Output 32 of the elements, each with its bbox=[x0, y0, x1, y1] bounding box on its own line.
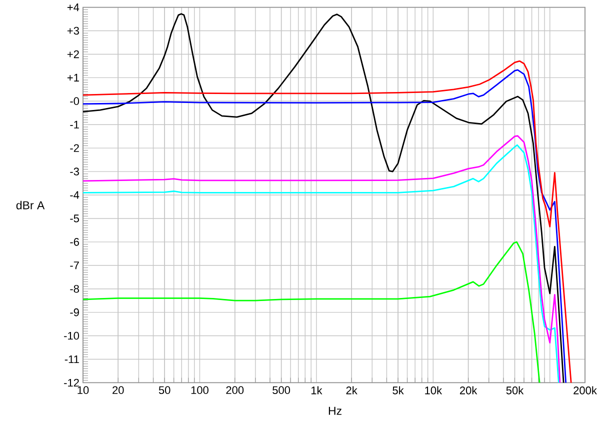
y-tick-label: -3 bbox=[70, 168, 79, 176]
x-tick-label: 1k bbox=[311, 386, 322, 394]
x-tick-label: 500 bbox=[272, 386, 290, 394]
y-tick-label: -1 bbox=[70, 120, 79, 128]
x-tick-label: 50 bbox=[158, 386, 170, 394]
x-tick-label: 50k bbox=[506, 386, 524, 394]
y-tick-label: +1 bbox=[67, 74, 79, 82]
y-tick-label: -0 bbox=[70, 97, 80, 106]
y-tick-label: -8 bbox=[70, 284, 79, 293]
x-tick-label: 10k bbox=[425, 386, 442, 394]
x-tick-label: 100 bbox=[191, 386, 208, 394]
y-tick-label: -6 bbox=[70, 238, 79, 246]
y-tick-label: -2 bbox=[70, 144, 79, 152]
y-tick-label: -9 bbox=[70, 308, 79, 316]
x-axis-title: Hz bbox=[328, 406, 342, 415]
x-tick-label: 20 bbox=[112, 386, 124, 394]
x-tick-label: 5k bbox=[392, 386, 404, 394]
y-tick-label: +2 bbox=[67, 50, 79, 58]
y-tick-label: +3 bbox=[67, 26, 79, 35]
y-tick-label: -10 bbox=[64, 332, 80, 340]
y-tick-label: -12 bbox=[64, 378, 79, 387]
y-tick-label: -4 bbox=[70, 191, 80, 199]
x-tick-label: 200 bbox=[226, 386, 244, 394]
x-tick-label: 200k bbox=[574, 386, 597, 394]
y-tick-label: -11 bbox=[64, 355, 79, 364]
y-tick-label: -5 bbox=[70, 214, 79, 222]
y-tick-label: -7 bbox=[70, 262, 79, 270]
x-tick-label: 10 bbox=[78, 386, 89, 394]
y-tick-label: +4 bbox=[67, 4, 80, 12]
x-tick-label: 20k bbox=[460, 386, 478, 394]
y-axis-title: dBr A bbox=[16, 200, 45, 210]
x-tick-label: 2k bbox=[346, 386, 358, 394]
